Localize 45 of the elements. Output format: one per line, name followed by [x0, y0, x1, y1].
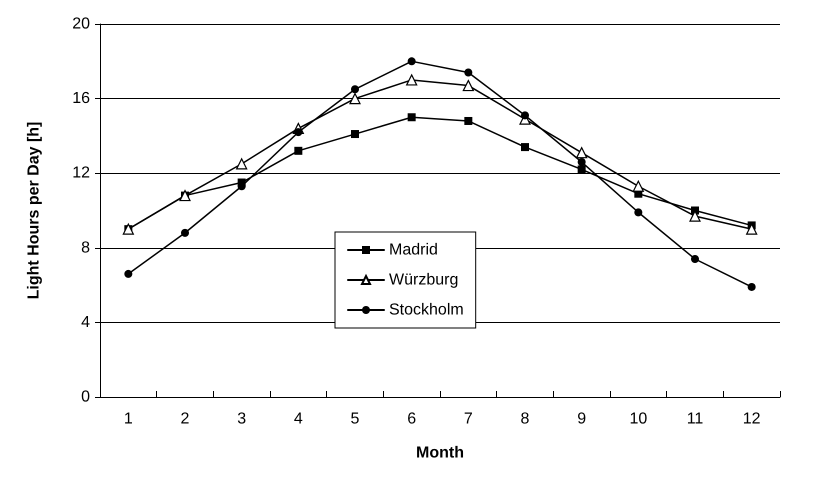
point: [406, 74, 418, 86]
x-tick-label: 8: [520, 410, 530, 428]
y-tick-label: 16: [72, 90, 90, 108]
point: [408, 57, 416, 66]
point: [578, 158, 586, 166]
point: [181, 228, 189, 237]
x-tick-label: 9: [577, 410, 586, 428]
point: [462, 80, 474, 92]
x-tick-label: 7: [464, 410, 473, 428]
x-tick-label: 1: [124, 410, 133, 428]
point: [124, 270, 132, 278]
x-tick-label: 10: [629, 410, 648, 428]
x-tick-label: 6: [407, 410, 416, 428]
legend-label: Würzburg: [389, 272, 458, 288]
y-tick-label: 0: [81, 388, 90, 406]
point: [521, 143, 529, 152]
point: [464, 68, 472, 76]
x-tick-label: 12: [742, 410, 761, 428]
x-tick-label: 4: [294, 410, 303, 428]
point: [634, 208, 642, 216]
x-axis-title: Month: [416, 444, 464, 462]
x-tick-label: 3: [237, 410, 246, 428]
y-tick-label: 20: [72, 16, 90, 32]
y-tick-label: 12: [72, 164, 90, 182]
point: [748, 282, 756, 291]
x-tick-label: 11: [686, 410, 704, 428]
y-tick-label: 4: [81, 314, 90, 331]
y-tick-label: 8: [81, 239, 90, 256]
point: [576, 147, 588, 158]
legend-label: Stockholm: [389, 302, 464, 318]
x-tick-label: 5: [350, 410, 360, 428]
y-axis-title: Light Hours per Day [h]: [26, 122, 42, 300]
point: [349, 93, 361, 104]
point: [351, 85, 359, 94]
point: [351, 130, 359, 138]
x-tick-label: 2: [180, 410, 190, 428]
legend-label: Madrid: [389, 242, 438, 258]
point: [464, 116, 472, 125]
point: [578, 165, 586, 174]
point: [521, 111, 529, 120]
point: [691, 254, 699, 263]
point: [236, 158, 248, 170]
point: [408, 113, 416, 122]
point: [632, 180, 644, 192]
point: [294, 146, 302, 155]
